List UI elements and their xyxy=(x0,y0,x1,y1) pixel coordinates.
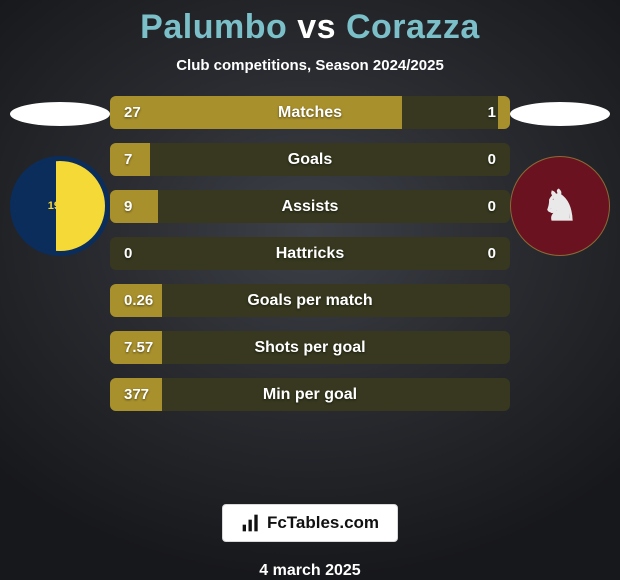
bar-value-left: 7 xyxy=(110,143,146,176)
club-left-year: 1912 xyxy=(48,200,72,212)
bar-value-right xyxy=(482,378,510,411)
page-title: Palumbo vs Corazza xyxy=(140,8,480,47)
stat-bar: Matches27 1 xyxy=(110,96,510,129)
bar-value-right: 0 xyxy=(474,190,510,223)
player2-name: Corazza xyxy=(346,8,480,46)
stat-bar: Min per goal377 xyxy=(110,378,510,411)
stat-bar: Goals per match0.26 xyxy=(110,284,510,317)
club-right-badge xyxy=(510,156,610,256)
player1-name: Palumbo xyxy=(140,8,287,46)
bar-value-left: 7.57 xyxy=(110,331,167,364)
bar-value-left: 9 xyxy=(110,190,146,223)
vs-text: vs xyxy=(297,8,336,46)
date-text: 4 march 2025 xyxy=(259,562,360,580)
subtitle: Club competitions, Season 2024/2025 xyxy=(176,57,444,74)
bar-label: Assists xyxy=(110,190,510,223)
bars-icon xyxy=(241,513,261,533)
bar-value-left: 27 xyxy=(110,96,155,129)
stat-bar: Goals7 0 xyxy=(110,143,510,176)
bar-label: Goals per match xyxy=(110,284,510,317)
comparison-area: 1912 Matches271Goals70Assists90Hattricks… xyxy=(0,96,620,482)
bar-value-left: 377 xyxy=(110,378,163,411)
bar-value-left: 0 xyxy=(110,237,146,270)
bar-label: Goals xyxy=(110,143,510,176)
club-left-wrap: 1912 xyxy=(10,156,110,256)
bar-label: Hattricks xyxy=(110,237,510,270)
bar-label: Matches xyxy=(110,96,510,129)
bar-value-right: 1 xyxy=(474,96,510,129)
bar-value-right: 0 xyxy=(474,143,510,176)
bar-value-right xyxy=(482,331,510,364)
bar-value-right xyxy=(482,284,510,317)
club-right-wrap xyxy=(510,156,610,256)
site-badge[interactable]: FcTables.com xyxy=(222,504,398,542)
site-label: FcTables.com xyxy=(267,513,379,533)
stat-bar: Assists9 0 xyxy=(110,190,510,223)
bar-label: Shots per goal xyxy=(110,331,510,364)
bar-label: Min per goal xyxy=(110,378,510,411)
player1-ellipse xyxy=(10,102,110,126)
club-left-badge: 1912 xyxy=(10,156,110,256)
stat-bars: Matches271Goals70Assists90Hattricks00Goa… xyxy=(110,96,510,411)
bar-value-right: 0 xyxy=(474,237,510,270)
stat-bar: Hattricks0 0 xyxy=(110,237,510,270)
player2-ellipse xyxy=(510,102,610,126)
bar-value-left: 0.26 xyxy=(110,284,167,317)
stat-bar: Shots per goal7.57 xyxy=(110,331,510,364)
